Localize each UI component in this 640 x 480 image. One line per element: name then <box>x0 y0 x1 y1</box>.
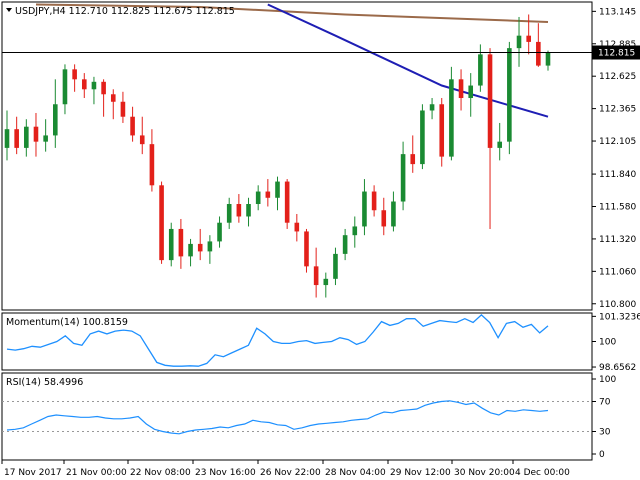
candle-body <box>120 101 126 117</box>
candle-body <box>81 79 87 90</box>
candle-body <box>4 129 10 148</box>
candle-body <box>62 69 68 105</box>
current-price-label: 112.815 <box>598 49 635 59</box>
candle-body <box>139 135 145 145</box>
candle-body <box>168 228 174 261</box>
x-tick-label: 22 Nov 08:00 <box>130 468 191 478</box>
candle-body <box>188 243 193 257</box>
y-tick-label: 111.320 <box>599 235 636 245</box>
candle-body <box>72 69 77 80</box>
candle-body <box>149 144 155 186</box>
candle-body <box>526 35 531 42</box>
y-tick-label: 111.840 <box>599 170 636 180</box>
rsi-y-tick-label: 70 <box>599 398 611 408</box>
candle-body <box>275 181 280 198</box>
momentum-y-tick-label: 98.6562 <box>599 363 636 373</box>
candle-body <box>536 41 541 66</box>
candle-body <box>284 181 290 223</box>
x-tick-label: 29 Nov 12:00 <box>390 468 451 478</box>
x-tick-label: 28 Nov 04:00 <box>325 468 386 478</box>
candle-body <box>294 222 300 232</box>
candle-body <box>101 81 106 95</box>
candle-body <box>429 104 435 111</box>
candle-body <box>91 81 97 90</box>
candle-body <box>323 278 329 286</box>
momentum-y-tick-label: 100 <box>599 338 616 348</box>
candle-body <box>14 129 19 148</box>
y-tick-label: 112.885 <box>599 40 636 50</box>
candle-body <box>468 85 474 99</box>
y-tick-label: 112.105 <box>599 137 636 147</box>
y-tick-label: 112.365 <box>599 105 636 115</box>
candle-body <box>458 79 464 99</box>
candle-body <box>24 126 29 148</box>
candle-body <box>487 54 493 148</box>
current-price-tag <box>592 45 640 60</box>
candle-body <box>333 253 338 279</box>
y-tick-label: 110.800 <box>599 300 636 310</box>
candle-body <box>362 191 367 227</box>
y-tick-label: 112.625 <box>599 72 636 82</box>
ma-line-ma100 <box>267 3 549 118</box>
y-tick-label: 111.060 <box>599 267 636 277</box>
candle-body <box>391 201 396 227</box>
candle-body <box>178 228 184 257</box>
candle-body <box>381 210 387 227</box>
candle-body <box>226 204 232 223</box>
x-tick-label: 23 Nov 16:00 <box>195 468 256 478</box>
candle-body <box>545 52 551 66</box>
candle-body <box>110 94 116 102</box>
candle-body <box>197 243 203 252</box>
y-tick-label: 111.580 <box>599 203 636 213</box>
rsi-y-tick-label: 30 <box>599 428 611 438</box>
rsi-title: RSI(14) 58.4996 <box>6 377 83 388</box>
candle-body <box>439 104 445 157</box>
momentum-title: Momentum(14) 100.8159 <box>6 317 128 328</box>
candle-body <box>449 79 454 157</box>
candle-body <box>130 116 135 136</box>
candle-body <box>159 185 164 261</box>
momentum-y-tick-label: 101.3236 <box>599 312 640 322</box>
rsi-line <box>6 400 549 435</box>
candle-body <box>217 222 222 242</box>
candle-body <box>207 241 213 252</box>
candle-body <box>33 126 39 142</box>
x-tick-label: 26 Nov 22:00 <box>260 468 321 478</box>
momentum-line <box>6 314 549 367</box>
candle-body <box>352 226 358 236</box>
candle-body <box>516 35 522 49</box>
rsi-y-tick-label: 0 <box>599 450 605 460</box>
x-tick-label: 4 Dec 00:00 <box>515 468 570 478</box>
main-chart-title: USDJPY,H4 112.710 112.825 112.675 112.81… <box>15 6 235 17</box>
candle-body <box>53 104 58 136</box>
main-panel-frame <box>1 1 593 311</box>
candle-body <box>410 154 416 165</box>
x-tick-label: 21 Nov 00:00 <box>66 468 127 478</box>
rsi-y-tick-label: 100 <box>599 375 616 385</box>
candle-body <box>371 191 377 211</box>
candle-body <box>246 204 251 217</box>
candle-body <box>265 191 271 198</box>
collapse-triangle-icon <box>6 8 12 12</box>
y-tick-label: 113.145 <box>599 7 636 17</box>
candle-body <box>478 54 483 86</box>
x-tick-label: 17 Nov 2017 <box>4 468 62 478</box>
candle-body <box>304 231 309 267</box>
rsi-panel-frame <box>1 372 593 461</box>
candle-body <box>43 135 48 142</box>
candle-body <box>236 204 242 217</box>
x-tick-label: 30 Nov 20:00 <box>454 468 515 478</box>
candle-body <box>255 191 261 205</box>
candle-body <box>400 154 406 202</box>
candle-body <box>342 235 348 254</box>
candle-body <box>420 110 425 165</box>
candle-body <box>507 48 512 142</box>
candle-body <box>497 141 502 148</box>
candle-body <box>313 266 319 286</box>
ma-line-ma200 <box>35 3 549 23</box>
